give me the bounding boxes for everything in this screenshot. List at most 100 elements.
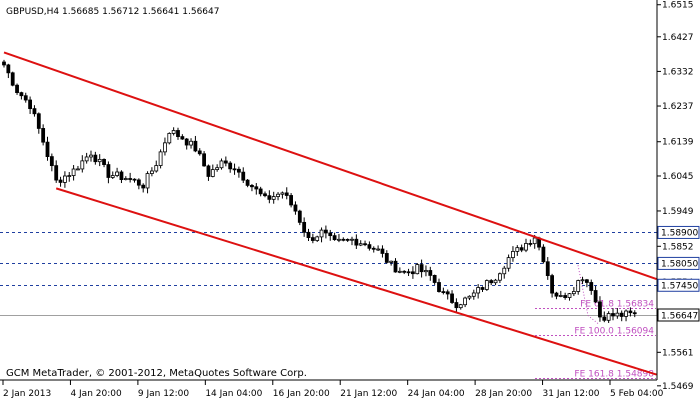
candle-body bbox=[519, 247, 524, 251]
time-tick-label: 16 Jan 20:00 bbox=[273, 389, 330, 399]
candle bbox=[632, 310, 637, 318]
candle-body bbox=[480, 287, 485, 290]
candle bbox=[332, 232, 337, 241]
candle-body bbox=[332, 235, 337, 241]
candle-body bbox=[476, 287, 481, 294]
candle bbox=[41, 124, 46, 146]
candle bbox=[515, 245, 520, 256]
candle-body bbox=[128, 178, 133, 180]
candle bbox=[310, 233, 315, 244]
candle-body bbox=[484, 280, 489, 290]
candle-body bbox=[363, 243, 367, 246]
candle-body bbox=[197, 150, 202, 155]
candle bbox=[563, 292, 568, 300]
candle-body bbox=[606, 313, 611, 321]
copyright-text: GCM MetaTrader, © 2001-2012, MetaQuotes … bbox=[6, 368, 307, 379]
candle bbox=[580, 276, 585, 285]
candle-body bbox=[228, 162, 233, 170]
candle-body bbox=[328, 232, 333, 237]
candle bbox=[463, 296, 468, 308]
time-tick-label: 5 Feb 04:00 bbox=[610, 389, 664, 399]
price-tick-label: 1.6045 bbox=[662, 172, 694, 182]
candle bbox=[628, 307, 633, 317]
candle-body bbox=[154, 165, 159, 172]
price-tick-label: 1.6515 bbox=[662, 1, 694, 11]
price-tick-label: 1.6139 bbox=[662, 138, 694, 148]
candle-body bbox=[489, 280, 494, 284]
price-tick-label: 1.5949 bbox=[662, 207, 694, 217]
candle bbox=[315, 235, 320, 242]
candle bbox=[189, 138, 193, 149]
candle-body bbox=[289, 195, 294, 206]
candle bbox=[410, 266, 415, 279]
candle bbox=[15, 83, 19, 95]
candle-body bbox=[576, 280, 581, 292]
time-axis[interactable]: 2 Jan 2013 4 Jan 20:00 9 Jan 12:00 14 Jan 0… bbox=[2, 380, 664, 399]
level-price-label: 1.58050 bbox=[661, 259, 698, 269]
candle bbox=[149, 167, 154, 177]
candle bbox=[267, 190, 272, 204]
candle bbox=[598, 296, 602, 322]
candle-body bbox=[441, 291, 446, 293]
candle bbox=[415, 263, 420, 275]
fibo-level-label: FE 161.8 1.54898 bbox=[574, 370, 654, 380]
candle bbox=[519, 244, 524, 253]
candle bbox=[289, 193, 294, 208]
current-price-box bbox=[657, 308, 700, 322]
candle-body bbox=[528, 243, 533, 245]
price-tick-label: 1.5561 bbox=[662, 348, 694, 358]
candle bbox=[471, 289, 476, 300]
candle bbox=[176, 127, 180, 140]
candle-body bbox=[76, 168, 80, 171]
candle-body bbox=[54, 165, 59, 181]
candle bbox=[497, 272, 502, 284]
candle bbox=[132, 178, 137, 183]
candle bbox=[63, 171, 67, 188]
candle bbox=[619, 310, 624, 322]
candle bbox=[450, 290, 454, 304]
candle-body bbox=[432, 274, 437, 283]
candle-body bbox=[467, 295, 472, 299]
symbol-header: GBPUSD,H4 1.56685 1.56712 1.56641 1.5664… bbox=[6, 7, 219, 17]
candle bbox=[558, 290, 563, 298]
price-axis[interactable]: 1.6515 1.6427 1.6332 1.6237 1.6139 1.6045 1.59… bbox=[657, 1, 700, 392]
candle bbox=[506, 254, 511, 272]
candle bbox=[393, 258, 398, 273]
candle-body bbox=[210, 169, 215, 177]
candle-body bbox=[424, 270, 428, 273]
time-tick-label: 24 Jan 04:00 bbox=[408, 389, 465, 399]
candle bbox=[236, 166, 241, 178]
price-tick-label: 1.6237 bbox=[662, 102, 694, 112]
candle-body bbox=[250, 184, 254, 188]
candle-body bbox=[545, 261, 550, 277]
candle bbox=[180, 134, 185, 140]
candle bbox=[302, 217, 307, 237]
candle-body bbox=[589, 282, 594, 291]
candle bbox=[284, 187, 289, 200]
candle-body bbox=[471, 292, 476, 297]
candle-body bbox=[23, 95, 28, 101]
candle bbox=[28, 96, 33, 114]
candle-body bbox=[585, 279, 589, 283]
channel-lines[interactable] bbox=[3, 51, 657, 376]
candle-body bbox=[571, 291, 576, 295]
candle bbox=[571, 287, 576, 297]
candle-body bbox=[310, 237, 315, 241]
candle-body bbox=[393, 260, 398, 273]
time-tick-label: 28 Jan 20:00 bbox=[475, 389, 532, 399]
channel-lower-line[interactable] bbox=[55, 187, 657, 376]
candle-body bbox=[254, 186, 259, 190]
level-price-box bbox=[657, 278, 700, 292]
candle-body bbox=[193, 140, 198, 152]
candle-body bbox=[202, 153, 207, 167]
candle-body bbox=[167, 133, 172, 144]
candle bbox=[19, 91, 24, 100]
candle bbox=[576, 279, 581, 295]
channel-upper-line[interactable] bbox=[3, 51, 657, 281]
candle bbox=[306, 228, 311, 242]
candle bbox=[484, 279, 489, 291]
candle-body bbox=[367, 244, 372, 249]
candle-body bbox=[380, 248, 385, 254]
